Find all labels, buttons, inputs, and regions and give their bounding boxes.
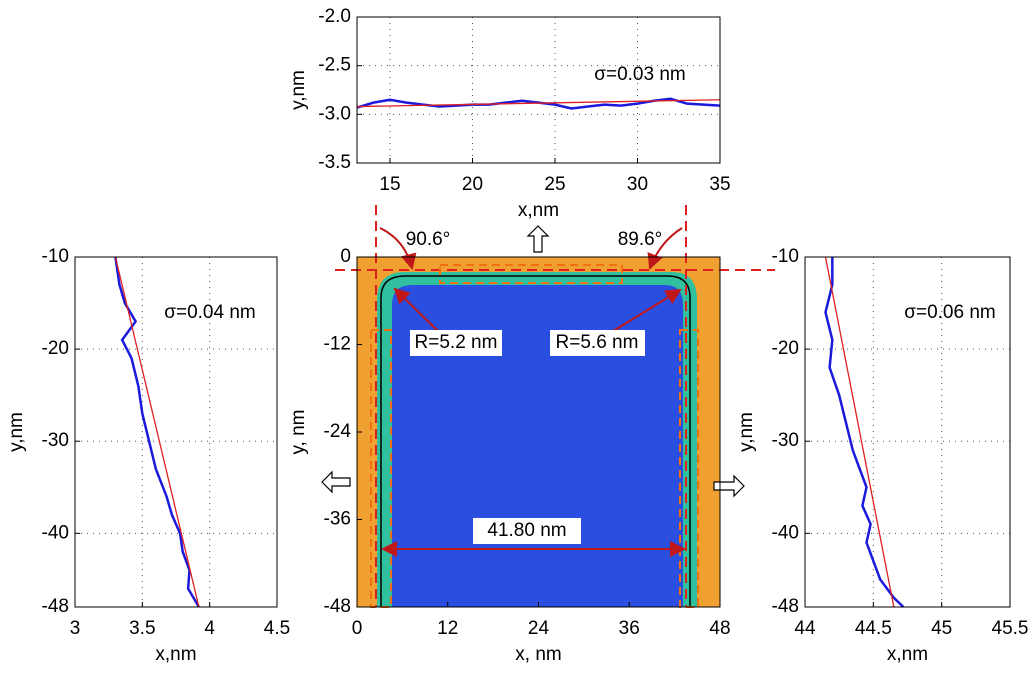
plot-area: [357, 17, 720, 163]
image-panel: [321, 205, 775, 608]
y-tick-label: -3.5: [318, 152, 351, 173]
data-line: [824, 256, 895, 608]
y-tick-label: -20: [772, 338, 799, 359]
x-tick-label: 12: [437, 618, 458, 639]
plot-area: [75, 257, 277, 607]
y-axis-label: y,nm: [736, 412, 757, 452]
y-tick-label: -2.0: [318, 6, 351, 27]
y-axis-label: y, nm: [288, 409, 309, 454]
axes-frame: [356, 256, 721, 608]
annotation: σ=0.03 nm: [594, 64, 685, 85]
x-tick-label: 4.5: [264, 618, 290, 639]
annotation: R=5.6 nm: [556, 332, 639, 353]
x-tick-label: 30: [627, 174, 648, 195]
data-line: [114, 256, 200, 608]
annotation: 41.80 nm: [487, 520, 566, 541]
axes-frame: [74, 256, 278, 608]
y-tick-label: -48: [324, 596, 351, 617]
y-tick-label: -40: [42, 522, 69, 543]
direction-arrows: [321, 225, 745, 498]
y-tick-label: -3.0: [318, 103, 351, 124]
annotation: 90.6°: [406, 229, 451, 250]
x-tick-label: 44.5: [855, 618, 892, 639]
y-tick-label: -48: [42, 596, 69, 617]
y-tick-label: -10: [42, 246, 69, 267]
trench: [392, 285, 683, 607]
x-tick-label: 45.5: [992, 618, 1029, 639]
x-axis-label: x,nm: [155, 644, 196, 665]
y-tick-label: -24: [324, 421, 352, 442]
y-tick-label: -12: [324, 334, 351, 355]
y-tick-label: -40: [772, 522, 799, 543]
y-axis-label: y,nm: [6, 412, 27, 452]
y-tick-label: -20: [42, 338, 69, 359]
x-tick-label: 25: [544, 174, 565, 195]
annotation: 89.6°: [618, 229, 663, 250]
y-tick-label: -30: [42, 430, 69, 451]
x-tick-label: 20: [462, 174, 483, 195]
label-box: [473, 518, 581, 544]
x-tick-label: 4: [204, 618, 215, 639]
y-tick-label: 0: [340, 246, 351, 267]
contour: [380, 275, 691, 607]
y-tick-label: -30: [772, 430, 799, 451]
reference-lines: [335, 205, 775, 607]
data-line: [356, 99, 721, 108]
x-tick-label: 3: [70, 618, 81, 639]
arrows: [379, 227, 686, 557]
axes-frame: [356, 16, 721, 164]
data-line: [824, 257, 905, 608]
x-tick-label: 0: [352, 618, 363, 639]
y-axis-label: y,nm: [288, 70, 309, 110]
annotation: σ=0.04 nm: [164, 302, 255, 323]
x-axis-label: x,nm: [887, 644, 928, 665]
x-tick-label: 15: [379, 174, 400, 195]
annotation: R=5.2 nm: [415, 332, 498, 353]
y-tick-label: -10: [772, 246, 799, 267]
x-tick-label: 48: [709, 618, 730, 639]
x-tick-label: 24: [528, 618, 550, 639]
data-line: [114, 256, 200, 608]
x-axis-label: x,nm: [518, 200, 559, 221]
annotation: σ=0.06 nm: [904, 302, 995, 323]
x-tick-label: 36: [619, 618, 640, 639]
x-tick-label: 45: [931, 618, 952, 639]
plot-area: [805, 257, 1010, 607]
x-tick-label: 44: [794, 618, 816, 639]
x-tick-label: 3.5: [129, 618, 155, 639]
y-tick-label: -2.5: [318, 55, 351, 76]
y-tick-label: -36: [324, 509, 351, 530]
label-box: [410, 330, 502, 356]
label-box: [550, 330, 645, 356]
x-axis-label: x, nm: [515, 644, 561, 665]
axes-frame: [804, 256, 1011, 608]
x-tick-label: 35: [709, 174, 730, 195]
y-tick-label: -48: [772, 596, 799, 617]
